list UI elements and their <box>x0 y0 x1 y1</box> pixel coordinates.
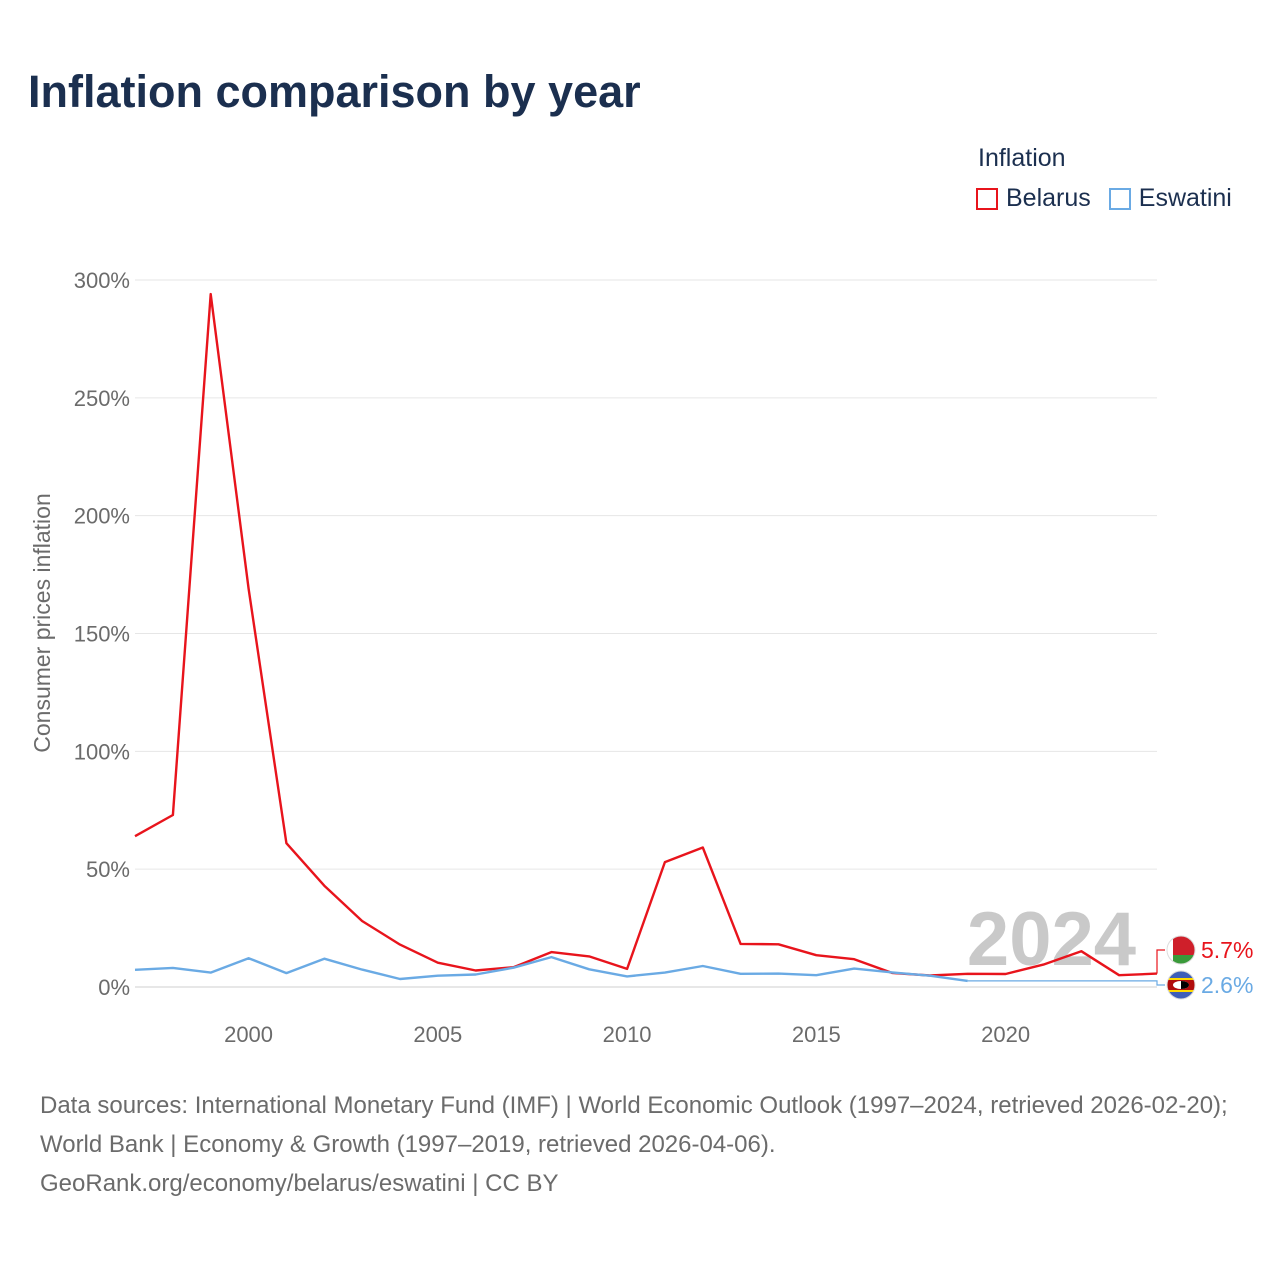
series-line-belarus[interactable] <box>134 292 1158 977</box>
y-axis-label: Consumer prices inflation <box>29 493 55 753</box>
end-connector-belarus <box>1156 949 1165 974</box>
data-sources-text: Data sources: International Monetary Fun… <box>40 1092 1228 1158</box>
grid-lines <box>135 279 1157 988</box>
legend-item-eswatini[interactable]: Eswatini <box>1108 184 1232 213</box>
end-labels: 5.7% 2.6% <box>967 935 1253 1000</box>
legend-swatch-belarus <box>976 187 998 210</box>
x-axis-ticks: 2000 2005 2010 2015 2020 <box>224 1022 1030 1047</box>
legend: Belarus Eswatini <box>976 184 1250 213</box>
y-axis-ticks: 0% 50% 100% 150% 200% 250% 300% <box>74 268 130 1000</box>
x-tick-label: 2000 <box>224 1022 273 1047</box>
x-tick-label: 2005 <box>413 1022 462 1047</box>
end-connector-eswatini <box>967 980 1165 986</box>
legend-label-belarus: Belarus <box>1006 184 1091 212</box>
flag-eswatini-icon <box>1166 970 1196 1000</box>
chart-title: Inflation comparison by year <box>28 66 641 117</box>
y-tick-label: 200% <box>74 504 130 529</box>
x-tick-label: 2020 <box>981 1022 1030 1047</box>
y-tick-label: 250% <box>74 386 130 411</box>
y-tick-label: 100% <box>74 739 130 764</box>
series-line-eswatini[interactable] <box>134 955 968 983</box>
legend-item-belarus[interactable]: Belarus <box>976 184 1091 213</box>
series-lines <box>134 292 1158 983</box>
y-tick-label: 150% <box>74 622 130 647</box>
legend-label-eswatini: Eswatini <box>1138 184 1232 212</box>
legend-title: Inflation <box>978 144 1066 172</box>
y-tick-label: 0% <box>98 975 130 1000</box>
x-tick-label: 2010 <box>603 1022 652 1047</box>
y-tick-label: 300% <box>74 268 130 293</box>
x-tick-label: 2015 <box>792 1022 841 1047</box>
flag-belarus-icon <box>1166 935 1196 965</box>
end-label-belarus: 5.7% <box>1201 937 1253 963</box>
end-label-eswatini: 2.6% <box>1201 972 1253 998</box>
legend-swatch-eswatini <box>1108 187 1131 210</box>
credit-link[interactable]: GeoRank.org/economy/belarus/eswatini | C… <box>40 1170 559 1197</box>
y-tick-label: 50% <box>86 857 130 882</box>
footer: Data sources: International Monetary Fun… <box>40 1086 1250 1203</box>
line-chart: 0%50%100%150%200%250%300% 2000 2005 2010 20… <box>29 268 1253 1047</box>
